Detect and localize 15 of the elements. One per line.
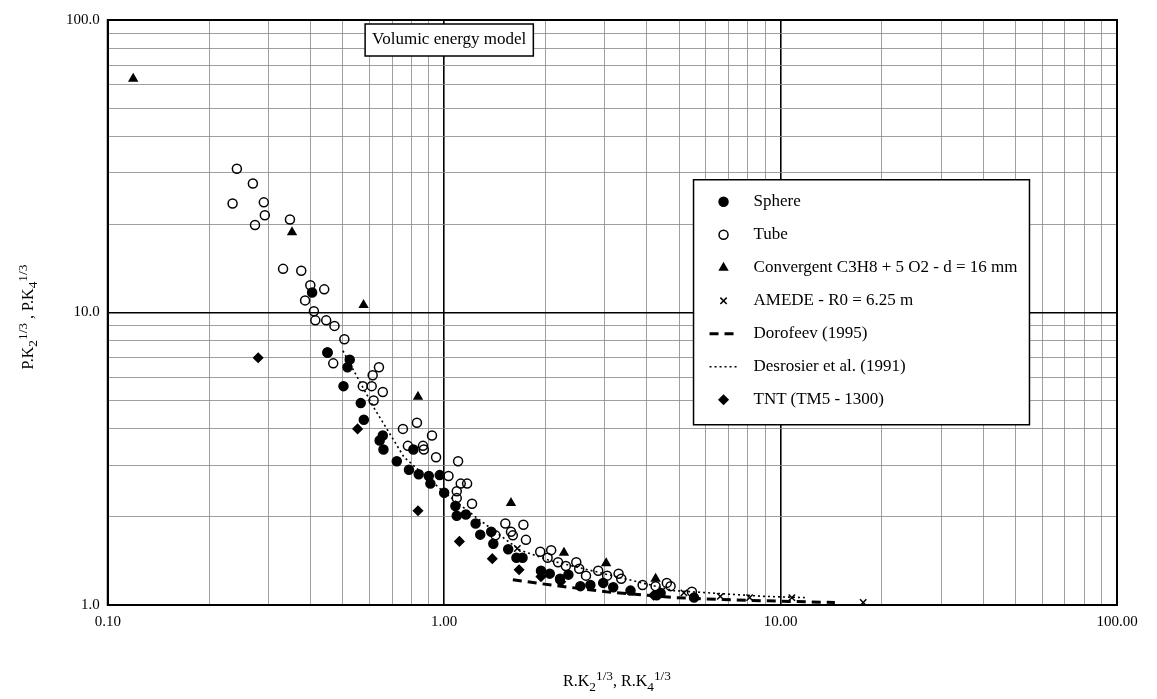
legend-label: Tube <box>753 224 788 244</box>
legend-label: Convergent C3H8 + 5 O2 - d = 16 mm <box>753 257 1018 277</box>
legend-label: AMEDE - R0 = 6.25 m <box>753 290 914 310</box>
x-tick-label: 100.00 <box>1096 612 1138 629</box>
legend-label: Desrosier et al. (1991) <box>753 356 906 376</box>
legend-label: Dorofeev (1995) <box>753 323 868 343</box>
x-tick-label: 1.00 <box>431 612 458 629</box>
x-tick-label: 10.00 <box>763 612 798 629</box>
y-tick-label: 100.0 <box>66 10 100 27</box>
legend-label: Sphere <box>753 191 801 211</box>
y-tick-label: 1.0 <box>81 595 100 612</box>
legend-label: TNT (TM5 - 1300) <box>753 389 885 409</box>
annotation: Volumic energy model <box>372 29 527 49</box>
y-tick-label: 10.0 <box>73 303 100 320</box>
x-tick-label: 0.10 <box>94 612 121 629</box>
